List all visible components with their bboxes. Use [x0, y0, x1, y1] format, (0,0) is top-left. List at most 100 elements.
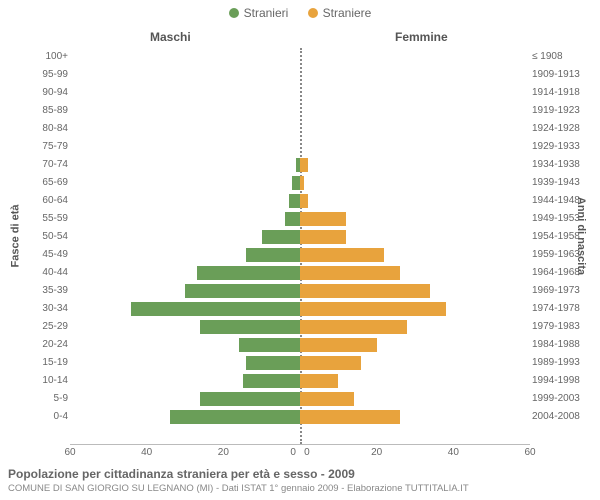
- x-tick: 40: [141, 447, 152, 458]
- pyramid-row: [70, 174, 530, 192]
- age-label: 95-99: [8, 66, 68, 84]
- birth-label: 1944-1948: [532, 192, 592, 210]
- birth-label: 1914-1918: [532, 84, 592, 102]
- chart-footer: Popolazione per cittadinanza straniera p…: [8, 467, 592, 494]
- legend-label-male: Stranieri: [244, 6, 289, 20]
- pyramid-row: [70, 336, 530, 354]
- bar-female: [300, 410, 400, 424]
- pyramid-row: [70, 48, 530, 66]
- birth-label: 2004-2008: [532, 408, 592, 426]
- pyramid-row: [70, 300, 530, 318]
- bar-male: [239, 338, 300, 352]
- x-tick: 20: [218, 447, 229, 458]
- bar-male: [131, 302, 300, 316]
- bar-male: [200, 392, 300, 406]
- birth-label: 1939-1943: [532, 174, 592, 192]
- pyramid-row: [70, 318, 530, 336]
- bar-female: [300, 338, 377, 352]
- age-label: 30-34: [8, 300, 68, 318]
- bar-male: [289, 194, 301, 208]
- birth-label: 1969-1973: [532, 282, 592, 300]
- bar-female: [300, 176, 304, 190]
- bar-male: [246, 356, 300, 370]
- age-label: 70-74: [8, 156, 68, 174]
- bar-male: [200, 320, 300, 334]
- pyramid-row: [70, 408, 530, 426]
- legend: Stranieri Straniere: [0, 6, 600, 21]
- bar-male: [243, 374, 301, 388]
- pyramid-row: [70, 354, 530, 372]
- x-tick: 60: [524, 447, 535, 458]
- pyramid-row: [70, 372, 530, 390]
- legend-swatch-male: [229, 8, 239, 18]
- bar-female: [300, 356, 361, 370]
- birth-label: 1919-1923: [532, 102, 592, 120]
- x-tick: 0: [290, 447, 296, 458]
- bar-male: [185, 284, 300, 298]
- pyramid-chart: [70, 48, 530, 444]
- birth-label: 1934-1938: [532, 156, 592, 174]
- pyramid-row: [70, 84, 530, 102]
- age-label: 45-49: [8, 246, 68, 264]
- birth-label: 1974-1978: [532, 300, 592, 318]
- age-labels: 100+95-9990-9485-8980-8475-7970-7465-696…: [8, 48, 68, 426]
- birth-label: 1909-1913: [532, 66, 592, 84]
- bar-male: [292, 176, 300, 190]
- age-label: 25-29: [8, 318, 68, 336]
- legend-swatch-female: [308, 8, 318, 18]
- bar-male: [246, 248, 300, 262]
- column-title-female: Femmine: [395, 30, 448, 44]
- age-label: 60-64: [8, 192, 68, 210]
- birth-label: 1959-1963: [532, 246, 592, 264]
- bar-female: [300, 392, 354, 406]
- bar-female: [300, 302, 446, 316]
- pyramid-row: [70, 246, 530, 264]
- bar-male: [285, 212, 300, 226]
- chart-subtitle: COMUNE DI SAN GIORGIO SU LEGNANO (MI) - …: [8, 483, 592, 494]
- bar-male: [170, 410, 300, 424]
- bar-male: [197, 266, 301, 280]
- age-label: 0-4: [8, 408, 68, 426]
- birth-label: 1989-1993: [532, 354, 592, 372]
- bar-female: [300, 320, 407, 334]
- birth-label: 1954-1958: [532, 228, 592, 246]
- age-label: 50-54: [8, 228, 68, 246]
- x-tick: 60: [64, 447, 75, 458]
- age-label: 85-89: [8, 102, 68, 120]
- bar-female: [300, 158, 308, 172]
- bar-female: [300, 212, 346, 226]
- pyramid-row: [70, 66, 530, 84]
- age-label: 40-44: [8, 264, 68, 282]
- age-label: 80-84: [8, 120, 68, 138]
- column-title-male: Maschi: [150, 30, 191, 44]
- birth-year-labels: ≤ 19081909-19131914-19181919-19231924-19…: [532, 48, 592, 426]
- bar-female: [300, 194, 308, 208]
- age-label: 55-59: [8, 210, 68, 228]
- bar-female: [300, 374, 338, 388]
- birth-label: 1999-2003: [532, 390, 592, 408]
- pyramid-row: [70, 102, 530, 120]
- birth-label: 1964-1968: [532, 264, 592, 282]
- birth-label: 1994-1998: [532, 372, 592, 390]
- bar-female: [300, 266, 400, 280]
- age-label: 15-19: [8, 354, 68, 372]
- pyramid-row: [70, 192, 530, 210]
- pyramid-row: [70, 390, 530, 408]
- pyramid-row: [70, 282, 530, 300]
- bar-female: [300, 230, 346, 244]
- bar-female: [300, 248, 384, 262]
- bar-male: [262, 230, 300, 244]
- x-axis: 60402000204060: [70, 444, 530, 460]
- legend-item-female: Straniere: [308, 6, 372, 20]
- bar-female: [300, 284, 430, 298]
- chart-title: Popolazione per cittadinanza straniera p…: [8, 467, 592, 481]
- age-label: 100+: [8, 48, 68, 66]
- pyramid-row: [70, 138, 530, 156]
- age-label: 20-24: [8, 336, 68, 354]
- pyramid-row: [70, 264, 530, 282]
- age-label: 35-39: [8, 282, 68, 300]
- x-tick: 0: [304, 447, 310, 458]
- x-tick: 40: [448, 447, 459, 458]
- legend-item-male: Stranieri: [229, 6, 289, 20]
- birth-label: ≤ 1908: [532, 48, 592, 66]
